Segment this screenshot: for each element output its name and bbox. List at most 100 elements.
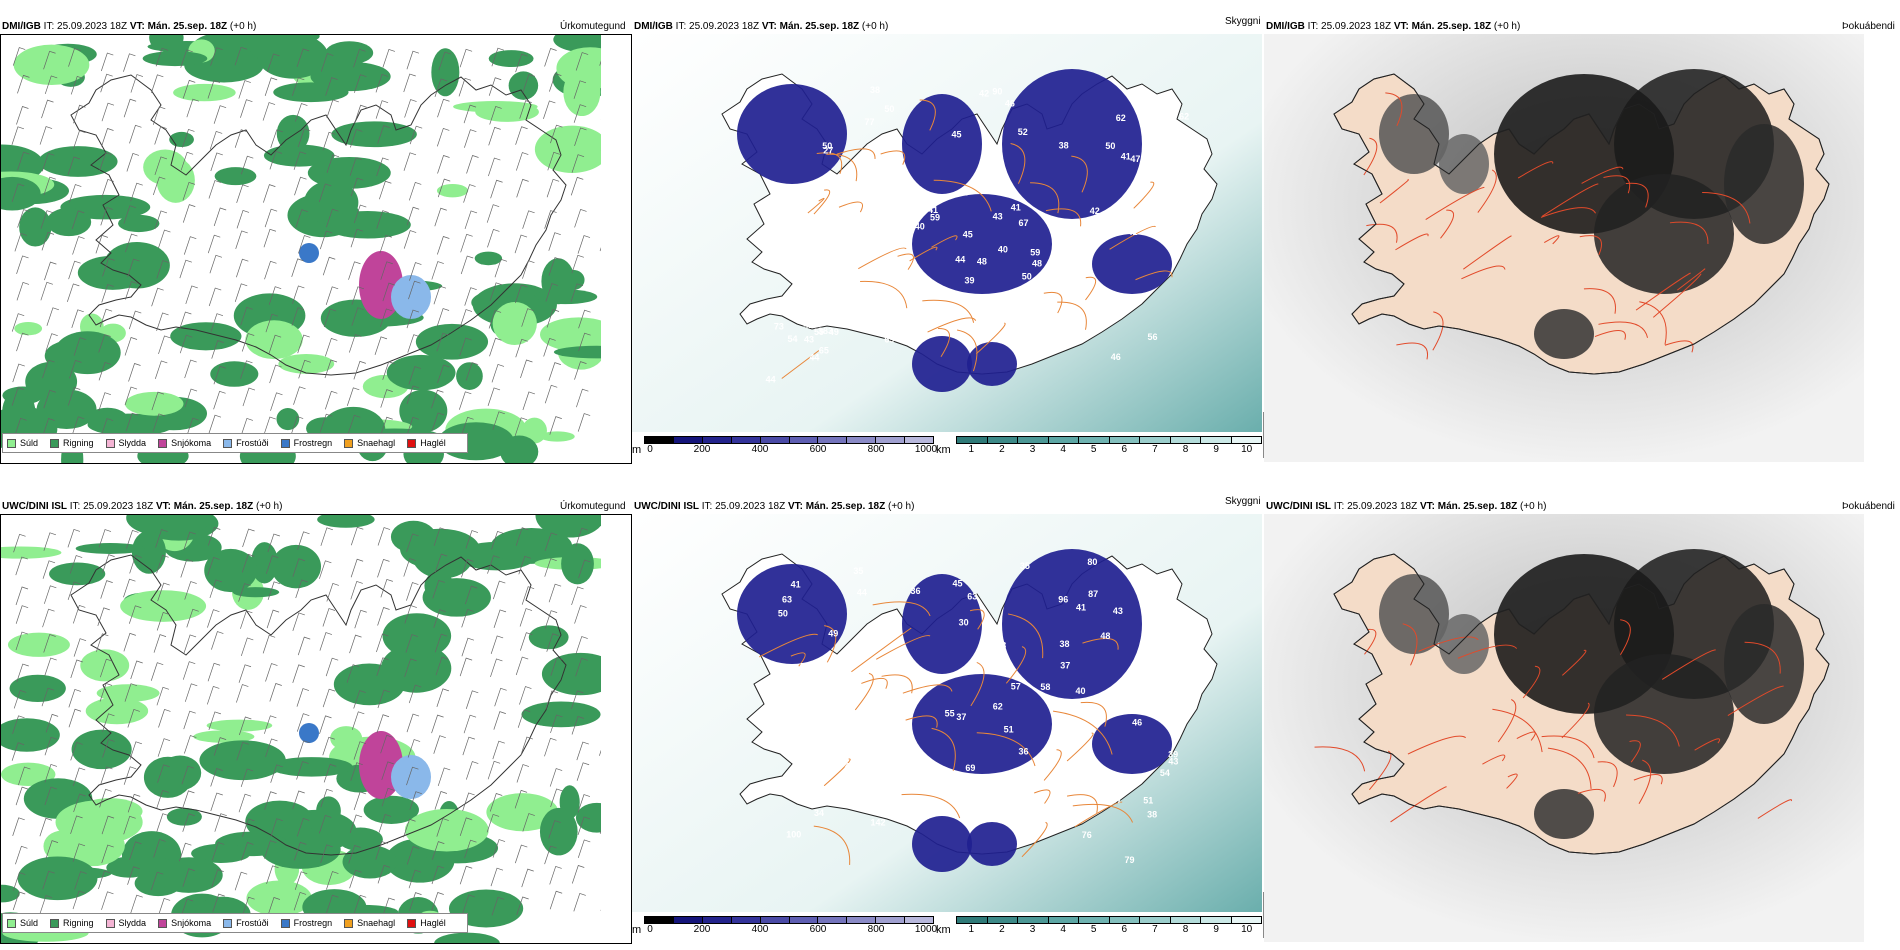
wind-barb — [15, 605, 29, 624]
wind-barb — [207, 80, 221, 99]
road — [1402, 623, 1418, 666]
wind-barb — [129, 841, 142, 860]
wind-barb — [101, 128, 114, 147]
wind-barb — [458, 391, 472, 410]
cloud-base-colorbar: 0 200 400 600 800 1000 — [644, 916, 937, 940]
road — [1010, 143, 1026, 184]
wind-barb — [515, 527, 529, 546]
road — [909, 246, 938, 262]
wind-barb — [465, 761, 479, 780]
wind-barb — [155, 529, 168, 548]
wind-barb — [324, 359, 338, 379]
wind-barb — [490, 867, 504, 887]
colorbar-swatch — [1201, 917, 1232, 923]
precip-area — [540, 317, 601, 352]
wind-barb — [181, 765, 195, 785]
wind-barb — [437, 767, 451, 787]
wind-barb — [326, 208, 339, 228]
wind-barb — [44, 786, 57, 806]
precip-area — [17, 856, 98, 901]
precip-area — [7, 632, 70, 657]
wind-barb — [406, 766, 419, 786]
road — [1598, 321, 1649, 338]
wind-barb — [519, 632, 533, 651]
wind-barb — [186, 98, 199, 118]
wind-barb — [325, 286, 339, 305]
road — [876, 635, 931, 660]
wind-barb — [463, 104, 477, 124]
wind-barb — [42, 560, 56, 579]
model-name: DMI/IGB — [1266, 21, 1305, 32]
vt-value: Mán. 25.sep. 18Z — [1437, 501, 1518, 512]
colorbar-swatch — [1018, 917, 1049, 923]
colorbar-tick: 4 — [1060, 924, 1066, 935]
road — [1561, 702, 1590, 739]
wind-barb — [351, 286, 365, 305]
wind-barb — [549, 416, 562, 435]
wind-barb — [179, 842, 192, 862]
road — [1080, 701, 1107, 727]
wind-barb — [461, 608, 474, 628]
precip-map-svg — [1, 515, 601, 943]
cloud-base-label: 176 — [1037, 340, 1052, 350]
cloud-base-label: 33 — [813, 710, 823, 720]
wind-barb — [492, 839, 506, 858]
fog-map[interactable] — [1264, 34, 1894, 462]
precip-area — [263, 144, 335, 167]
wind-barb — [263, 416, 276, 436]
wind-barb — [240, 610, 253, 629]
wind-barb — [547, 151, 560, 171]
wind-barb — [12, 817, 25, 836]
wind-barb — [294, 176, 307, 196]
cloud-base-label: 50 — [1105, 141, 1115, 151]
wind-barb — [577, 413, 591, 432]
road — [1007, 613, 1044, 659]
precip-map[interactable] — [0, 514, 632, 944]
wind-barb — [349, 814, 363, 834]
visibility-map-svg: 8050389662401004239433964406333383637333… — [632, 514, 1262, 912]
wind-barb — [550, 124, 563, 144]
wind-barb — [70, 741, 83, 761]
colorbar-swatches — [956, 916, 1262, 924]
cloud-base-label: 41 — [791, 580, 801, 590]
visibility-map[interactable]: 77 96 59 46 40 27 67 69 72 73 50 50 50 62 38 46 65 41 90 50… — [632, 34, 1262, 432]
road — [1369, 750, 1392, 790]
wind-barb — [295, 579, 308, 599]
wind-barb — [123, 53, 136, 72]
wind-barb — [437, 98, 450, 118]
wind-barb — [17, 151, 30, 171]
visibility-map[interactable]: 80 50 38 96 62 40 100 42 39 43 39 64 40 63 33 38 36 37 33 3… — [632, 514, 1262, 912]
wind-barb — [544, 737, 557, 757]
wind-barb — [40, 210, 54, 229]
wind-barb — [464, 585, 478, 605]
wind-barb — [180, 898, 194, 918]
wind-barb — [207, 609, 220, 628]
wind-barb — [41, 231, 55, 251]
precip-area — [492, 302, 537, 346]
road — [1702, 191, 1751, 224]
precip-area — [528, 625, 569, 650]
wind-barb — [516, 178, 529, 198]
vt-label: VT: — [155, 501, 171, 512]
legend-label: Rigning — [63, 438, 94, 448]
colorbar-tick: 7 — [1152, 924, 1158, 935]
road — [902, 684, 953, 694]
wind-barb — [351, 711, 365, 730]
colorbar-swatch — [1140, 917, 1171, 923]
precip-map[interactable] — [0, 34, 632, 464]
wind-barb — [376, 714, 390, 733]
wind-barb — [492, 740, 505, 760]
wind-barb — [293, 841, 307, 861]
wind-barb — [544, 48, 557, 67]
wind-barb — [213, 737, 227, 756]
legend-swatch — [280, 438, 290, 448]
cloud-base-label: 37 — [1060, 660, 1070, 670]
offset: (+0 h) — [1520, 501, 1547, 512]
fog-map[interactable] — [1264, 514, 1894, 942]
cloud-base-label: 76 — [1082, 830, 1092, 840]
wind-barb — [182, 181, 196, 201]
wind-barb — [431, 412, 445, 432]
wind-barb — [322, 131, 336, 151]
cloud-base-label: 54 — [800, 661, 810, 671]
wind-barb — [487, 387, 501, 407]
